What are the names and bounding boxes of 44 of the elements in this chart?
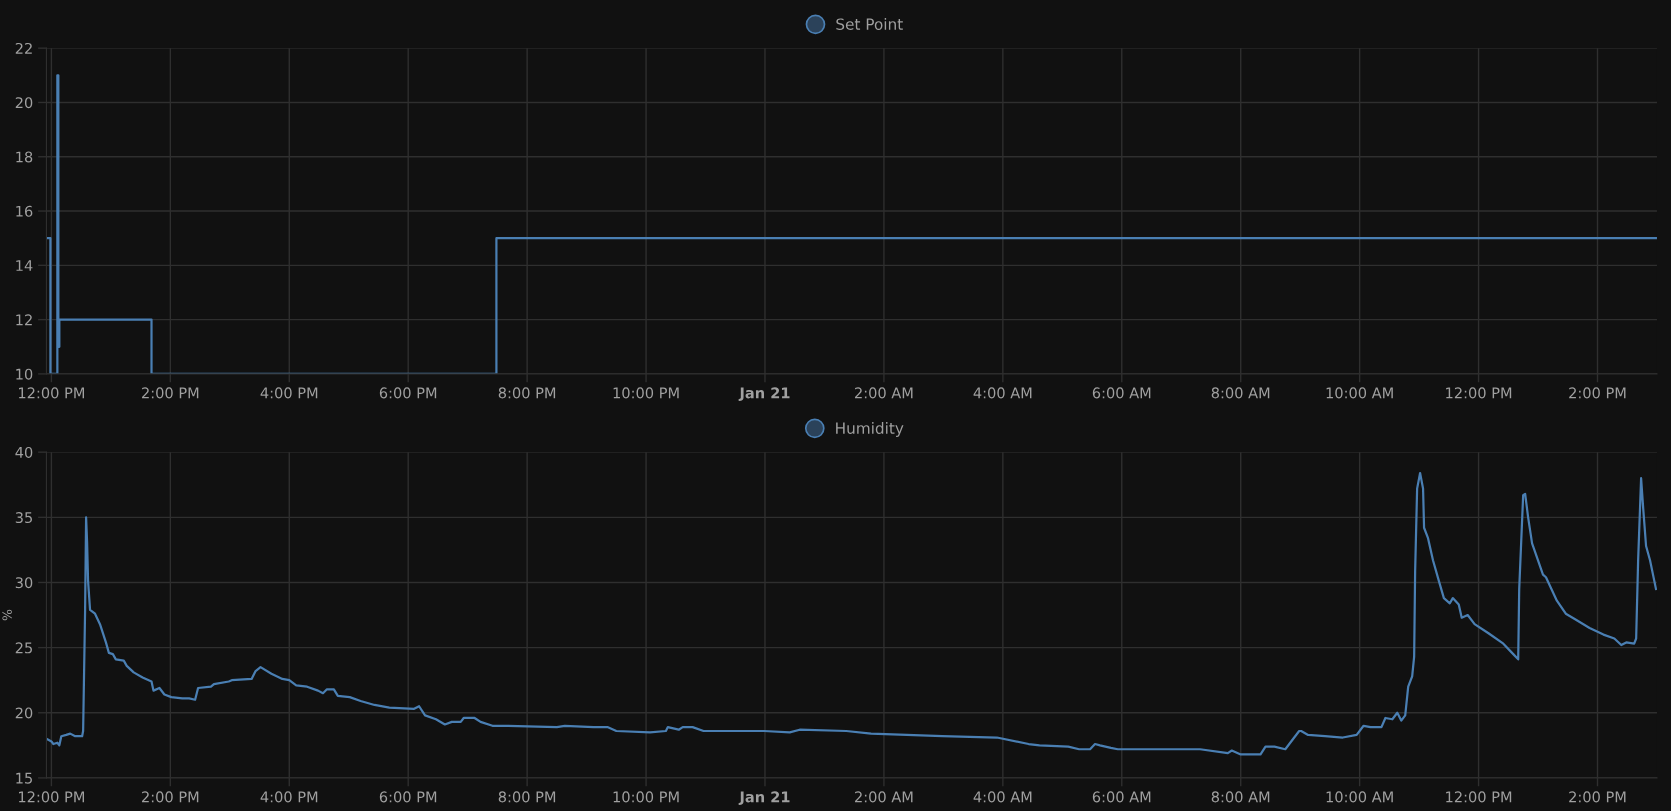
y-tick-label: 22 [15,42,32,54]
y-tick-label: 40 [15,446,33,458]
x-tick-label: 6:00 PM [379,387,437,399]
y-tick-label: 20 [15,97,33,109]
x-tick-label: Jan 21 [738,387,790,402]
x-tick-label: 4:00 AM [973,791,1032,803]
x-tick-label: 6:00 AM [1092,791,1151,803]
x-tick-label: 12:00 PM [1446,791,1512,803]
x-tick-label: Jan 21 [738,791,790,806]
legend-label: Humidity [836,422,904,437]
y-tick-label: 14 [16,260,33,271]
y-tick-label: 30 [15,577,33,589]
y-tick-label: 35 [15,512,32,524]
x-tick-label: 8:00 PM [498,387,556,399]
x-tick-label: 8:00 AM [1211,791,1270,803]
x-tick-label: 6:00 AM [1092,387,1151,399]
x-tick-label: 12:00 PM [1446,387,1512,399]
y-tick-label: 25 [15,642,32,654]
y-axis-title: % [2,609,12,621]
x-tick-label: 10:00 PM [613,387,679,399]
y-tick-label: 18 [16,151,33,163]
x-tick-label: 10:00 AM [1326,387,1393,399]
x-tick-label: 2:00 PM [142,791,199,803]
x-tick-label: 10:00 PM [613,791,679,803]
x-tick-label: 2:00 PM [1569,791,1626,803]
x-tick-label: 8:00 AM [1211,387,1270,399]
x-tick-label: 2:00 PM [142,387,199,399]
x-tick-label: 2:00 AM [855,387,913,399]
y-tick-label: 20 [15,707,33,719]
y-tick-label: 16 [16,205,33,217]
x-tick-label: 4:00 AM [973,387,1032,399]
y-tick-label: 10 [16,368,33,380]
x-tick-label: 6:00 PM [379,791,437,803]
x-tick-label: 12:00 PM [18,387,85,399]
y-tick-label: 12 [16,314,32,326]
y-tick-label: 15 [16,772,32,784]
x-tick-label: 8:00 PM [498,791,556,803]
legend-label: Set Point [836,18,903,30]
x-tick-label: 2:00 PM [1569,387,1626,399]
x-tick-label: 2:00 AM [855,791,913,803]
x-tick-label: 10:00 AM [1326,791,1393,803]
x-tick-label: 12:00 PM [18,791,85,803]
x-tick-label: 4:00 PM [260,387,318,399]
x-tick-label: 4:00 PM [260,791,318,803]
